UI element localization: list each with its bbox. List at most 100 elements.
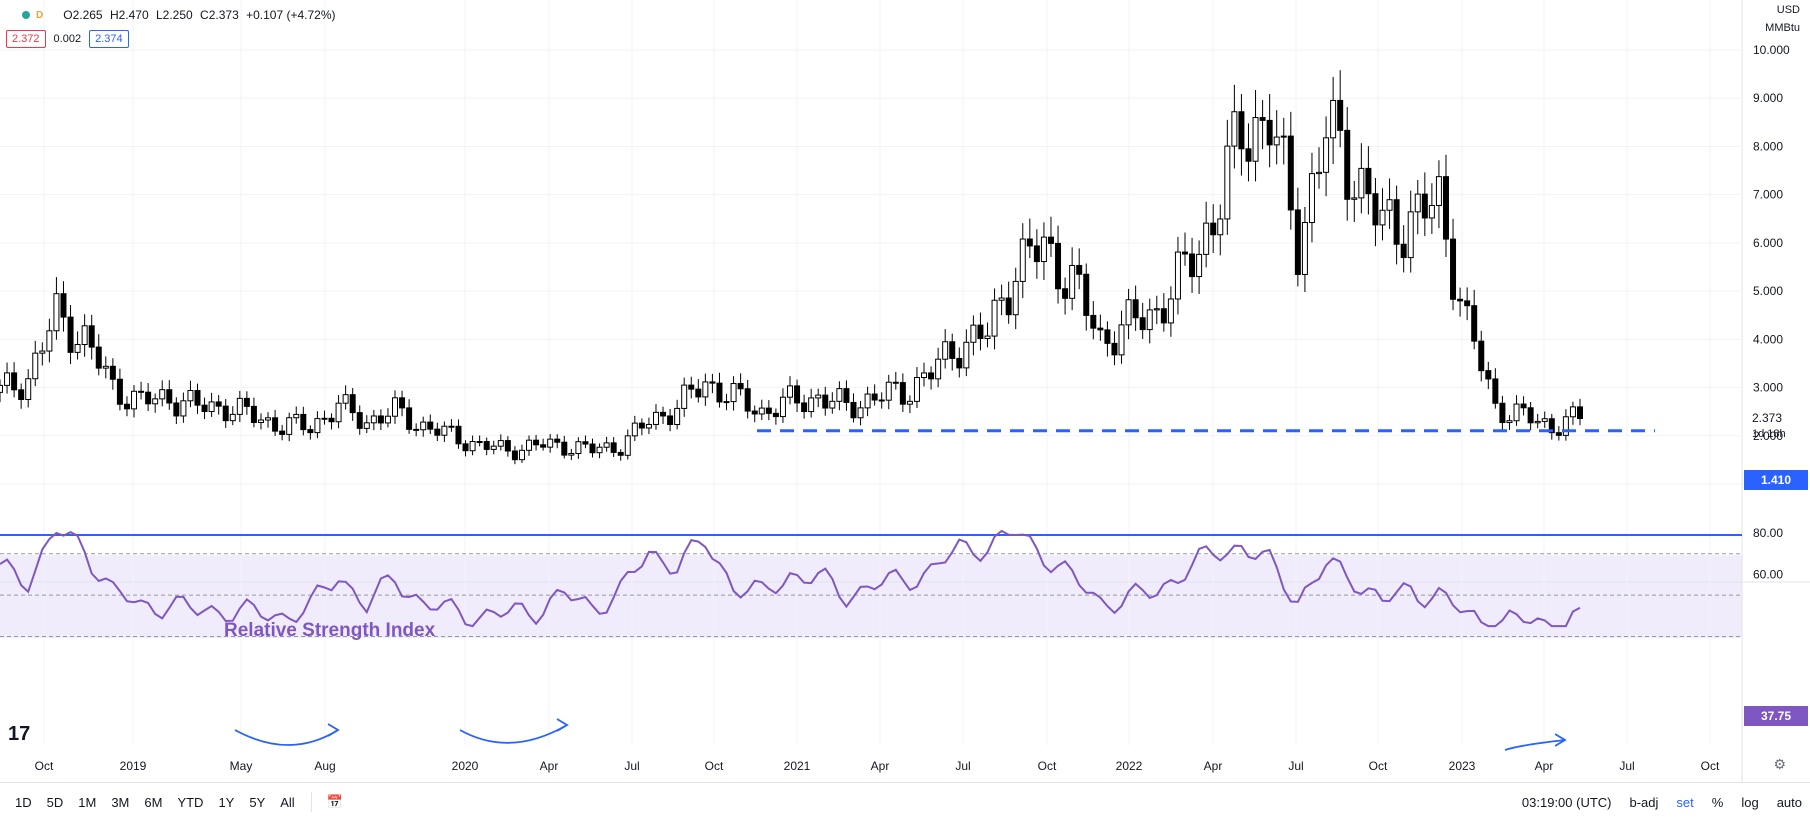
range-5d[interactable]: 5D [46, 794, 64, 810]
candle-up [1407, 211, 1414, 259]
rsi-tick-label: 80.00 [1753, 526, 1783, 540]
candle-down [1499, 402, 1506, 424]
change-value: +0.107 (+4.72%) [246, 8, 336, 22]
currency-selector[interactable]: USD [1776, 4, 1800, 16]
x-tick-label: Apr [871, 759, 890, 773]
candle-down [878, 399, 885, 402]
candle-up [1012, 280, 1019, 316]
range-1y[interactable]: 1Y [218, 794, 235, 810]
candle-up [81, 325, 88, 346]
candle-up [681, 384, 688, 409]
candle-up [293, 413, 300, 419]
candle-down [406, 407, 413, 430]
candle-down [1160, 308, 1167, 324]
candle-up [836, 388, 843, 402]
divergence-arrow-2023 [1504, 739, 1566, 751]
candle-down [1182, 251, 1188, 255]
range-5y[interactable]: 5Y [249, 794, 266, 810]
price-tick-label: 3.000 [1753, 381, 1783, 395]
candle-down [892, 381, 899, 384]
bid-ask-row: 2.372 0.002 2.374 [6, 30, 129, 48]
range-1d[interactable]: 1D [15, 794, 32, 810]
candle-down [871, 393, 878, 401]
candle-up [645, 423, 652, 429]
candle-up [526, 439, 533, 451]
log-button[interactable]: log [1741, 794, 1759, 810]
unit-selector[interactable]: MMBtu [1765, 22, 1800, 34]
candle-down [145, 391, 152, 405]
candle-down [215, 401, 222, 407]
b-adj-button[interactable]: b-adj [1629, 794, 1659, 810]
range-ytd[interactable]: YTD [177, 794, 204, 810]
clock-time[interactable]: 03:19:00 (UTC) [1521, 794, 1612, 810]
range-3m[interactable]: 3M [111, 794, 130, 810]
ask-button[interactable]: 2.374 [89, 30, 129, 48]
candle-down [1372, 193, 1379, 226]
x-tick-label: 2021 [784, 759, 811, 773]
rsi-title: Relative Strength Index [224, 620, 436, 641]
open-value: O2.265 [63, 8, 103, 22]
candle-down [822, 394, 829, 409]
low-value: L2.250 [156, 8, 193, 22]
candle-down [1344, 129, 1351, 200]
candle-up [568, 452, 575, 456]
candle-up [1316, 171, 1323, 175]
ohlc-legend: D O2.265 H2.470 L2.250 C2.373 +0.107 (+4… [0, 4, 340, 26]
candle-up [497, 440, 504, 447]
candle-up [180, 400, 187, 417]
x-tick-label: Oct [1369, 759, 1388, 773]
candle-down [1464, 300, 1471, 307]
divergence-arrow-2019-head [327, 723, 340, 737]
candle-up [1174, 251, 1181, 300]
x-tick-label: Oct [1701, 759, 1720, 773]
candle-down [1076, 264, 1083, 275]
candle-down [511, 450, 518, 461]
candle-up [229, 413, 236, 422]
candle-down [772, 412, 779, 418]
settings-gear-icon[interactable]: ⚙ [1773, 756, 1786, 772]
candle-up [1196, 253, 1203, 278]
candle-up [1153, 308, 1160, 311]
go-to-date-icon[interactable]: 📅 [326, 794, 343, 809]
candle-down [1139, 317, 1146, 331]
candle-down [109, 365, 116, 380]
candle-down [1442, 176, 1449, 240]
candle-down [88, 325, 95, 348]
candle-down [744, 388, 751, 412]
candle-down [688, 384, 695, 390]
candle-up [131, 390, 138, 410]
candle-up [921, 372, 928, 379]
range-6m[interactable]: 6M [144, 794, 163, 810]
candle-up [1513, 403, 1520, 422]
interval-badge[interactable]: D [36, 9, 44, 21]
candle-up [25, 378, 32, 400]
candle-up [906, 400, 913, 405]
candle-up [624, 435, 631, 456]
candle-up [441, 425, 448, 436]
candle-down [272, 417, 279, 432]
candle-up [102, 365, 109, 369]
candle-down [554, 438, 561, 443]
rsi-band-fill [0, 555, 1742, 638]
range-1m[interactable]: 1M [78, 794, 97, 810]
candle-up [335, 402, 342, 423]
candle-up [53, 293, 60, 332]
candle-down [483, 441, 490, 450]
price-tick-label: 10.000 [1753, 43, 1790, 57]
candle-down [1520, 403, 1527, 409]
x-tick-label: 2020 [452, 759, 479, 773]
candle-down [138, 390, 145, 393]
set-button[interactable]: set [1676, 794, 1694, 810]
auto-button[interactable]: auto [1776, 794, 1802, 810]
range-all[interactable]: All [280, 794, 295, 810]
percent-button[interactable]: % [1711, 794, 1724, 810]
candle-up [1203, 222, 1210, 255]
candle-down [166, 389, 173, 404]
bid-button[interactable]: 2.372 [6, 30, 46, 48]
candle-up [490, 445, 497, 450]
x-tick-label: May [230, 759, 253, 773]
candle-up [1231, 111, 1238, 147]
candle-up [1534, 420, 1541, 424]
candle-up [1358, 167, 1365, 199]
